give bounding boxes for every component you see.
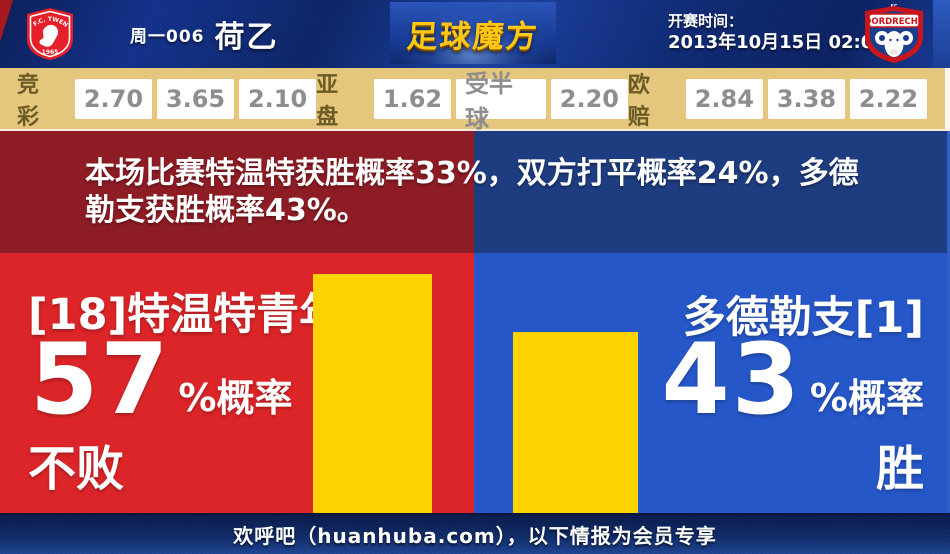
home-team-logo: F.C. TWENTE 1965 xyxy=(22,2,76,65)
home-probability-bar xyxy=(313,274,432,513)
probability-comparison: [18]特温特青年 57 %概率 不败 多德勒支[1] 43 %概率 胜 xyxy=(0,253,950,513)
fc-twente-crest-icon: F.C. TWENTE 1965 xyxy=(22,2,76,65)
odds-value-box: 2.22 xyxy=(849,78,927,119)
kickoff-info: 开赛时间： 2013年10月15日 02:00 xyxy=(668,11,886,53)
odds-label-oupei: 欧赔 xyxy=(627,72,651,130)
odds-row: 竞彩 2.70 3.65 2.10 亚盘 1.62 受半球 2.20 欧赔 2.… xyxy=(0,67,950,133)
odds-group-yapan: 亚盘 1.62 受半球 2.20 xyxy=(316,67,628,133)
odds-value-box: 3.65 xyxy=(156,78,235,119)
odds-value-box: 3.38 xyxy=(767,78,845,119)
home-probability-suffix: %概率 xyxy=(178,376,293,421)
prediction-area: 本场比赛特温特获胜概率33%，双方打平概率24%，多德 勒支获胜概率43%。 [… xyxy=(0,131,950,513)
brand-panel: 足球魔方 xyxy=(390,2,556,64)
odds-group-oupei: 欧赔 2.84 3.38 2.22 xyxy=(628,67,927,131)
match-code: 周一006 xyxy=(130,26,205,47)
odds-value-box: 2.70 xyxy=(74,78,152,119)
odds-edge-strip xyxy=(945,68,950,129)
odds-label-yapan: 亚盘 xyxy=(316,72,340,130)
svg-text:DORDRECHT: DORDRECHT xyxy=(864,17,924,27)
svg-text:1965: 1965 xyxy=(42,49,59,56)
prediction-line-1: 本场比赛特温特获胜概率33%，双方打平概率24%，多德 xyxy=(85,156,859,191)
odds-value-box: 1.62 xyxy=(373,78,452,119)
league-name: 荷乙 xyxy=(214,20,279,55)
away-team-logo: FC DORDRECHT xyxy=(861,2,927,68)
footer-bar: 欢呼吧（huanhuba.com），以下情报为会员专享 xyxy=(0,513,950,554)
odds-value-box: 2.84 xyxy=(685,78,763,119)
odds-label-jingcai: 竞彩 xyxy=(17,72,41,130)
home-probability: 57 %概率 xyxy=(30,323,293,437)
home-outcome-label: 不败 xyxy=(28,441,125,497)
footer-site-notice[interactable]: 欢呼吧（huanhuba.com），以下情报为会员专享 xyxy=(233,524,717,548)
kickoff-label: 开赛时间： xyxy=(668,12,744,30)
header-bar: F.C. TWENTE 1965 周一006 荷乙 足球魔方 开赛时间： 201… xyxy=(0,0,950,68)
brand-logo-text: 足球魔方 xyxy=(405,18,541,55)
prediction-summary-text: 本场比赛特温特获胜概率33%，双方打平概率24%，多德 勒支获胜概率43%。 xyxy=(85,155,859,229)
match-info: 周一006 荷乙 xyxy=(130,0,279,68)
fc-dordrecht-crest-icon: FC DORDRECHT xyxy=(861,4,927,68)
home-team-name: [18]特温特青年 xyxy=(28,290,343,340)
away-team-name: 多德勒支[1] xyxy=(682,293,924,343)
prediction-summary-band: 本场比赛特温特获胜概率33%，双方打平概率24%，多德 勒支获胜概率43%。 xyxy=(0,131,950,253)
prediction-line-2: 勒支获胜概率43%。 xyxy=(85,193,367,228)
away-outcome-label: 胜 xyxy=(875,441,924,497)
odds-handicap-box: 受半球 xyxy=(456,70,546,133)
red-corner-accent xyxy=(0,0,13,42)
away-probability: 43 %概率 xyxy=(661,323,924,437)
away-probability-bar xyxy=(513,332,638,513)
away-probability-suffix: %概率 xyxy=(809,376,924,421)
main-edge-strip xyxy=(947,131,950,513)
header-edge-strip xyxy=(933,0,950,68)
odds-group-jingcai: 竞彩 2.70 3.65 2.10 xyxy=(17,67,317,131)
odds-value-box: 2.10 xyxy=(239,78,317,119)
kickoff-time: 2013年10月15日 02:00 xyxy=(668,32,886,53)
home-probability-value: 57 xyxy=(30,323,171,437)
away-probability-value: 43 xyxy=(661,323,802,437)
odds-value-box: 2.20 xyxy=(550,78,628,119)
